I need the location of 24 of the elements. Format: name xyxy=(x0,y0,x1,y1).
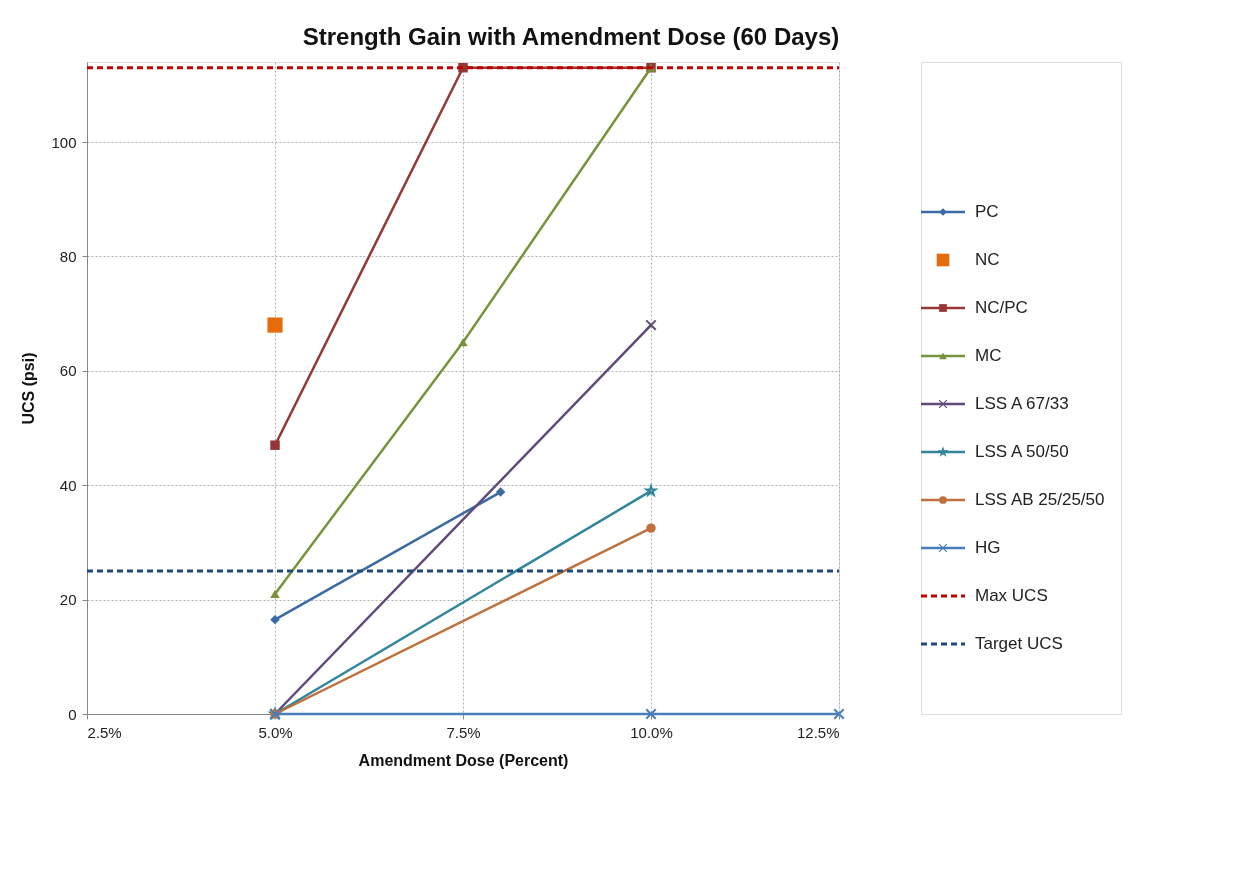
legend-label: MC xyxy=(975,346,1002,365)
x-tick-label: 5.0% xyxy=(258,723,293,741)
legend-label: NC/PC xyxy=(975,298,1028,317)
y-tick-label: 20 xyxy=(59,591,77,609)
x-tick-label: 2.5% xyxy=(87,723,122,741)
y-tick-label: 40 xyxy=(59,476,77,494)
y-tick-label: 80 xyxy=(59,247,77,265)
chart-title: Strength Gain with Amendment Dose (60 Days) xyxy=(302,22,840,50)
legend-label: PC xyxy=(975,202,999,221)
legend-label: Target UCS xyxy=(975,634,1063,653)
legend-label: NC xyxy=(975,250,1000,269)
x-tick-label: 12.5% xyxy=(796,723,840,741)
legend-label: LSS AB 25/25/50 xyxy=(975,490,1105,509)
legend-label: LSS A 67/33 xyxy=(975,394,1069,413)
y-tick-label: 100 xyxy=(51,133,77,151)
x-axis-title: Amendment Dose (Percent) xyxy=(358,751,569,769)
legend-label: Max UCS xyxy=(975,586,1048,605)
y-tick-label: 0 xyxy=(68,705,77,723)
legend-label: LSS A 50/50 xyxy=(975,442,1069,461)
y-axis-title: UCS (psi) xyxy=(20,352,38,425)
x-tick-label: 10.0% xyxy=(630,723,673,741)
x-tick-label: 7.5% xyxy=(446,723,481,741)
legend-label: HG xyxy=(975,538,1001,557)
y-tick-label: 60 xyxy=(59,362,77,380)
